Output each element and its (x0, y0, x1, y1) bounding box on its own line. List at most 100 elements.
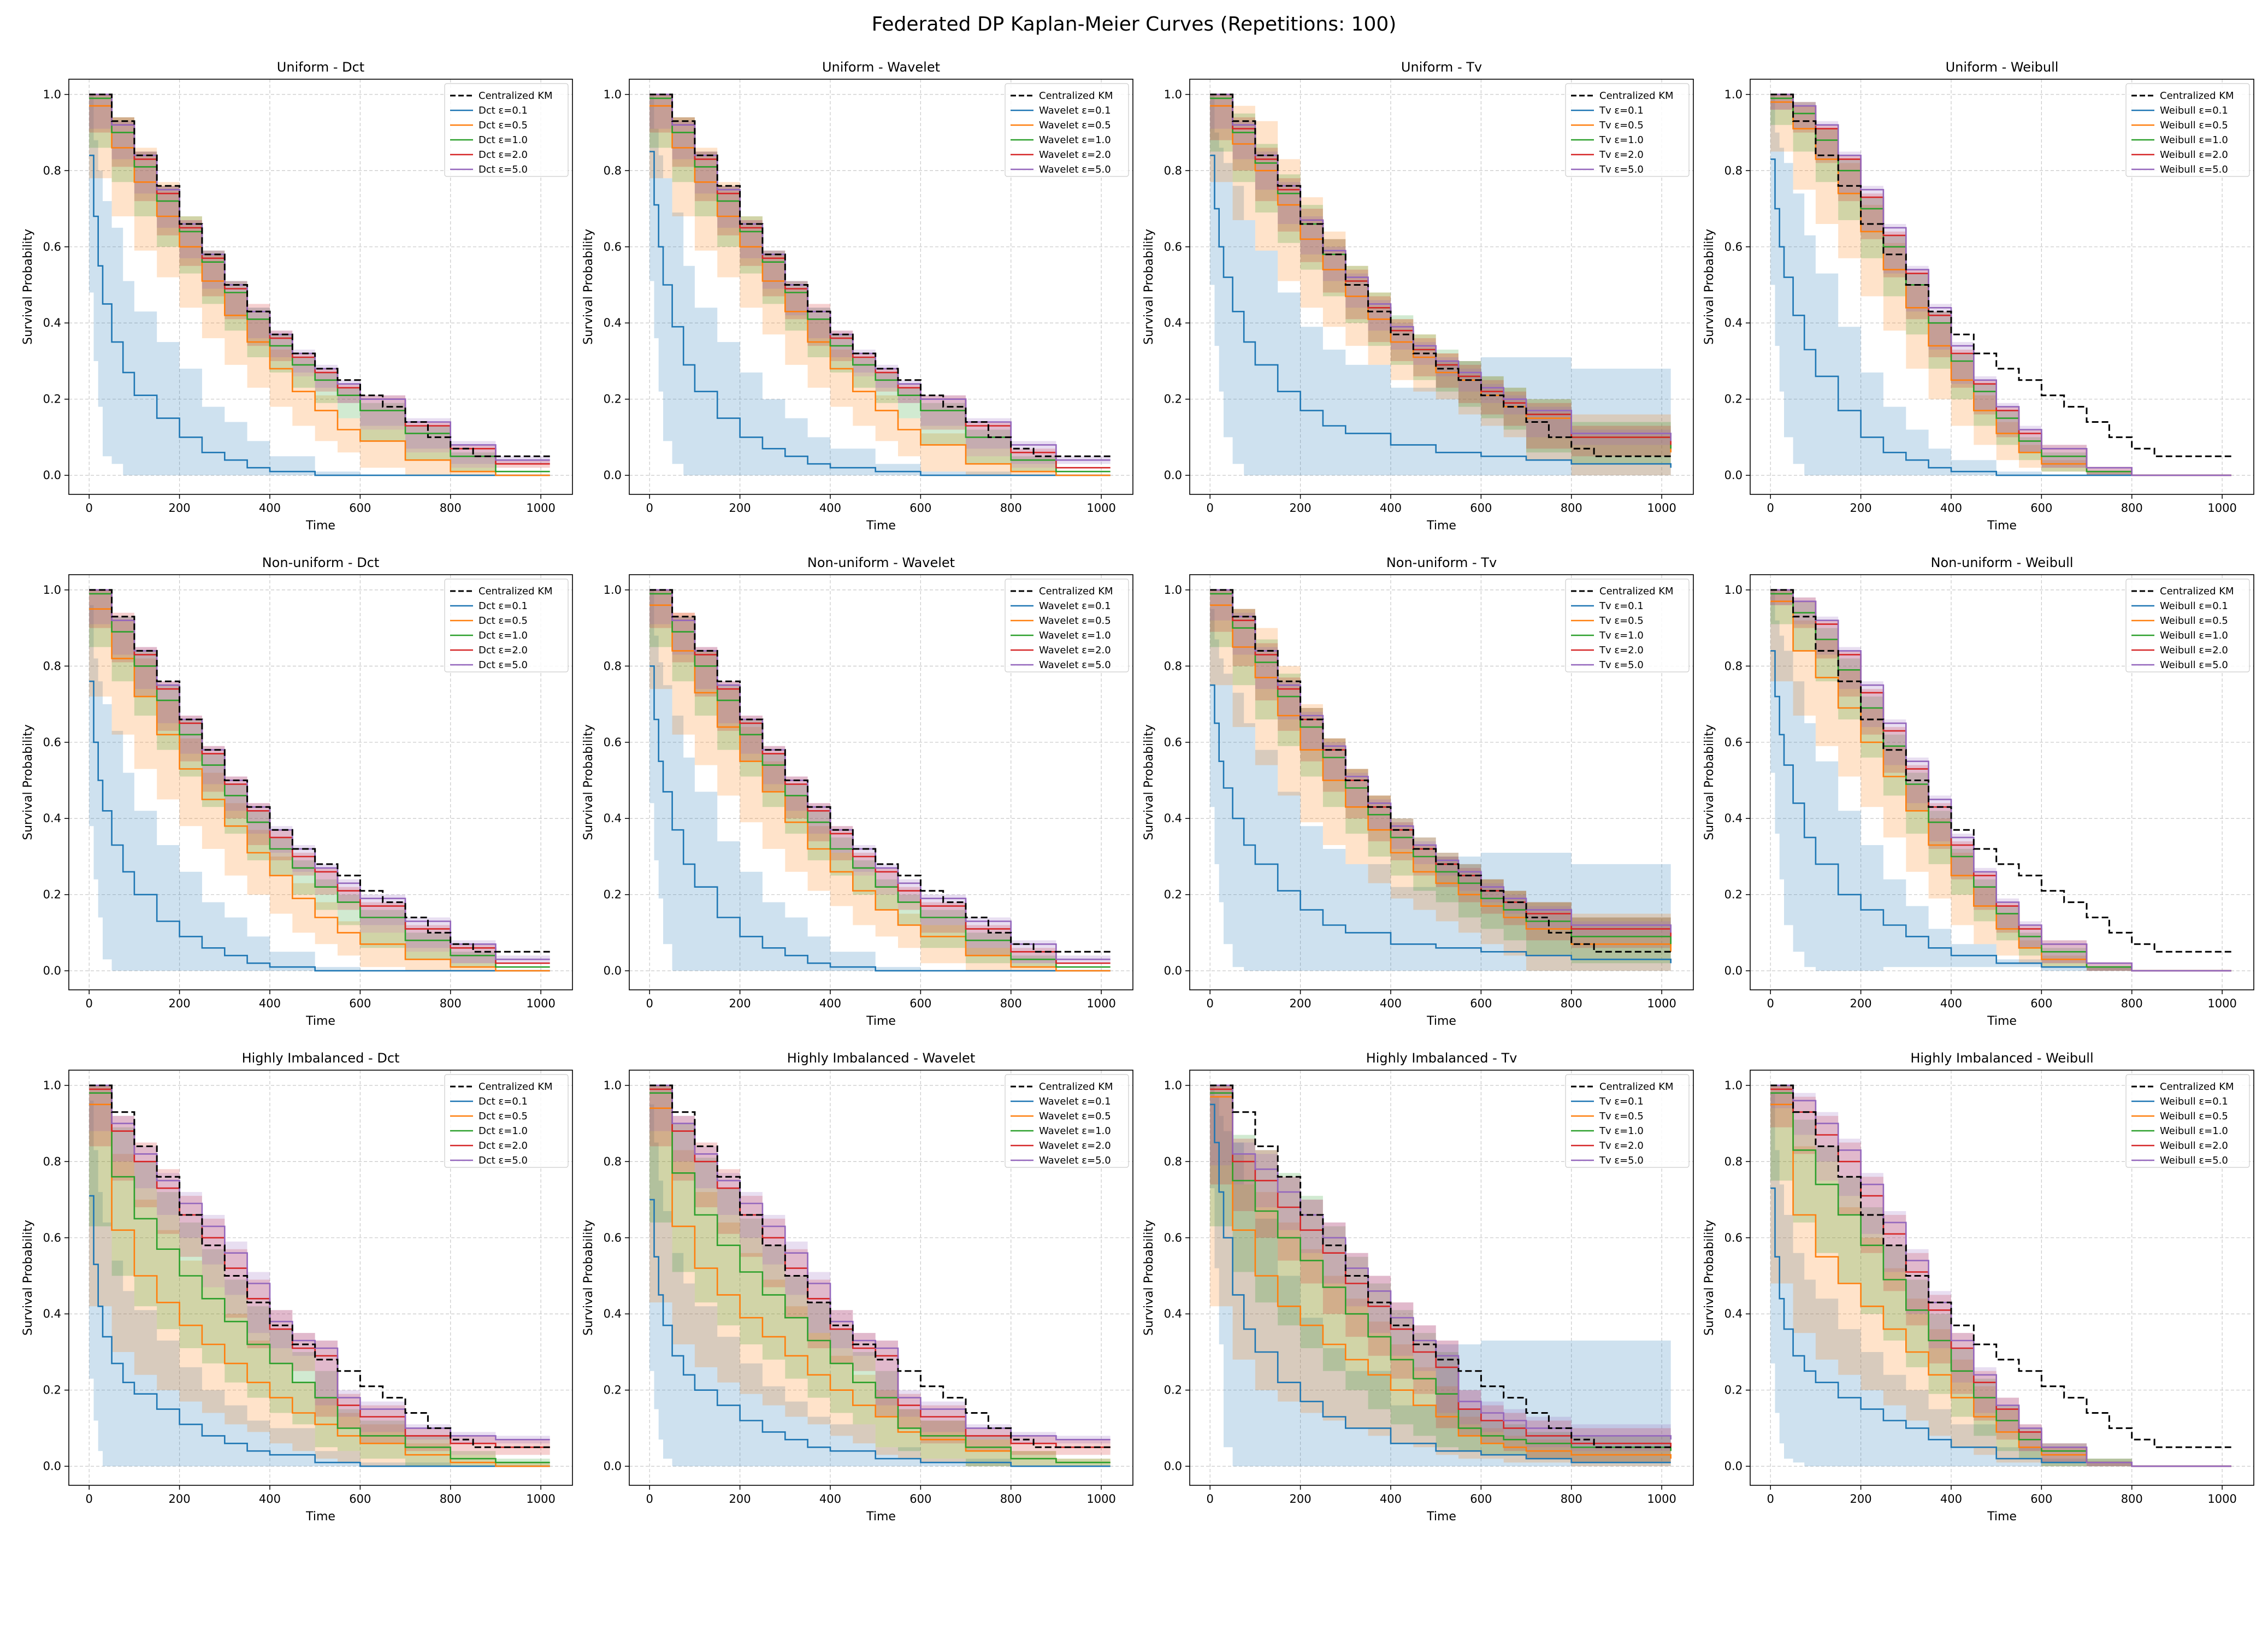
legend-box (1005, 579, 1129, 672)
plot-area (649, 93, 1111, 476)
x-tick-label: 800 (1561, 997, 1582, 1010)
axes-frame (1189, 1070, 1694, 1486)
confidence-band-3 (1210, 1085, 1671, 1463)
y-tick-label: 0.8 (604, 1155, 622, 1168)
x-tick-label: 600 (909, 997, 931, 1010)
confidence-band-3 (649, 94, 1111, 472)
y-tick-label: 0.2 (1724, 888, 1743, 901)
y-tick-label: 0.8 (43, 164, 61, 177)
confidence-band-1 (649, 94, 1111, 476)
confidence-band-5 (1770, 94, 2231, 476)
legend-label: Wavelet ε=0.1 (1039, 1096, 1111, 1107)
centralized-km-line (1770, 589, 2231, 953)
x-tick-label: 600 (1470, 1492, 1492, 1506)
plot-area (649, 589, 1111, 972)
legend: Centralized KM Wavelet ε=0.1 Wavelet ε=0.5… (1005, 579, 1129, 672)
y-tick-label: 0.0 (1164, 469, 1182, 482)
legend-label: Centralized KM (1039, 1081, 1113, 1093)
plot-area (1770, 93, 2231, 476)
y-tick-label: 1.0 (1164, 1079, 1182, 1092)
legend: Centralized KM Dct ε=0.1 Dct ε=0.5 Dct ε=1.… (444, 579, 569, 672)
y-tick-label: 0.6 (1724, 1231, 1743, 1244)
series-line-5 (1770, 589, 2231, 972)
y-tick-label: 1.0 (1724, 1079, 1743, 1092)
x-tick-label: 200 (169, 501, 191, 515)
x-axis-label: Time (1426, 1014, 1456, 1028)
plot-area (89, 589, 550, 972)
confidence-band-4 (649, 589, 1111, 964)
legend-label: Wavelet ε=0.5 (1039, 120, 1111, 131)
legend-label: Centralized KM (1599, 1081, 1674, 1093)
centralized-km-line (89, 93, 550, 457)
y-axis-label: Survival Probability (21, 229, 35, 345)
x-tick-label: 0 (1207, 1492, 1214, 1506)
x-tick-label: 800 (1000, 997, 1022, 1010)
series-line-5 (1770, 93, 2231, 476)
legend-label: Weibull ε=0.5 (2160, 615, 2228, 627)
x-tick-label: 1000 (1647, 997, 1676, 1010)
x-tick-label: 600 (2030, 997, 2052, 1010)
y-tick-label: 0.8 (43, 659, 61, 672)
legend-label: Weibull ε=2.0 (2160, 149, 2228, 161)
legend-label: Weibull ε=2.0 (2160, 1140, 2228, 1152)
y-tick-label: 0.0 (1724, 469, 1743, 482)
confidence-band-3 (649, 589, 1111, 967)
x-tick-label: 200 (1850, 1492, 1872, 1506)
x-tick-label: 1000 (2207, 1492, 2236, 1506)
x-tick-label: 200 (1290, 501, 1312, 515)
y-tick-label: 0.2 (43, 1384, 61, 1397)
y-tick-label: 0.0 (604, 1460, 622, 1473)
legend-label: Tv ε=1.0 (1599, 134, 1644, 146)
legend-label: Dct ε=0.5 (479, 1111, 528, 1122)
legend-label: Centralized KM (1039, 90, 1113, 102)
series-line-1 (1210, 684, 1672, 964)
y-tick-label: 0.2 (604, 888, 622, 901)
y-tick-label: 0.6 (1724, 736, 1743, 749)
x-tick-label: 600 (349, 1492, 371, 1506)
y-tick-label: 0.8 (43, 1155, 61, 1168)
series-line-1 (649, 151, 1111, 476)
y-tick-label: 0.6 (43, 736, 61, 749)
plot-area (1770, 1084, 2231, 1467)
y-axis-label: Survival Probability (582, 724, 595, 840)
y-tick-label: 1.0 (43, 88, 61, 101)
y-tick-label: 0.6 (43, 240, 61, 253)
x-axis-label: Time (1987, 1014, 2017, 1028)
confidence-band-1 (89, 94, 550, 476)
y-tick-label: 0.6 (43, 1231, 61, 1244)
y-tick-label: 0.0 (604, 964, 622, 977)
legend-label: Weibull ε=1.0 (2160, 1125, 2228, 1137)
y-tick-label: 0.6 (1164, 1231, 1182, 1244)
confidence-band-1 (1210, 609, 1671, 971)
legend-label: Dct ε=0.1 (479, 105, 528, 116)
legend-label: Wavelet ε=5.0 (1039, 659, 1111, 671)
legend-label: Dct ε=0.1 (479, 1096, 528, 1107)
y-tick-label: 0.0 (43, 469, 61, 482)
x-tick-label: 0 (1207, 997, 1214, 1010)
y-axis-label: Survival Probability (21, 724, 35, 840)
y-tick-label: 1.0 (604, 1079, 622, 1092)
y-tick-label: 1.0 (604, 583, 622, 597)
x-tick-label: 0 (1767, 501, 1774, 515)
subplot-11: Highly Imbalanced - Tv 0 200 400 600 800 1000 0… (1142, 1050, 1694, 1524)
x-tick-label: 800 (2121, 997, 2143, 1010)
confidence-band-3 (1770, 1085, 2231, 1467)
y-axis-label: Survival Probability (1703, 724, 1716, 840)
confidence-band-2 (1770, 589, 2231, 971)
x-tick-label: 1000 (1647, 1492, 1676, 1506)
confidence-band-2 (649, 94, 1111, 476)
series-line-3 (1210, 1092, 1672, 1451)
legend-label: Wavelet ε=1.0 (1039, 630, 1111, 641)
x-axis-label: Time (1987, 1510, 2017, 1524)
x-tick-label: 600 (1470, 997, 1492, 1010)
y-tick-label: 0.0 (1164, 964, 1182, 977)
legend-box (1565, 1074, 1690, 1168)
x-tick-label: 600 (909, 1492, 931, 1506)
x-tick-label: 0 (86, 1492, 93, 1506)
legend-label: Tv ε=5.0 (1599, 164, 1644, 175)
y-axis-label: Survival Probability (582, 229, 595, 345)
centralized-km-line (89, 1084, 550, 1448)
subplot-8: Non-uniform - Weibull 0 200 400 600 800 1000 0.… (1703, 555, 2254, 1028)
y-tick-label: 0.8 (1164, 659, 1182, 672)
series-line-3 (649, 1092, 1111, 1463)
